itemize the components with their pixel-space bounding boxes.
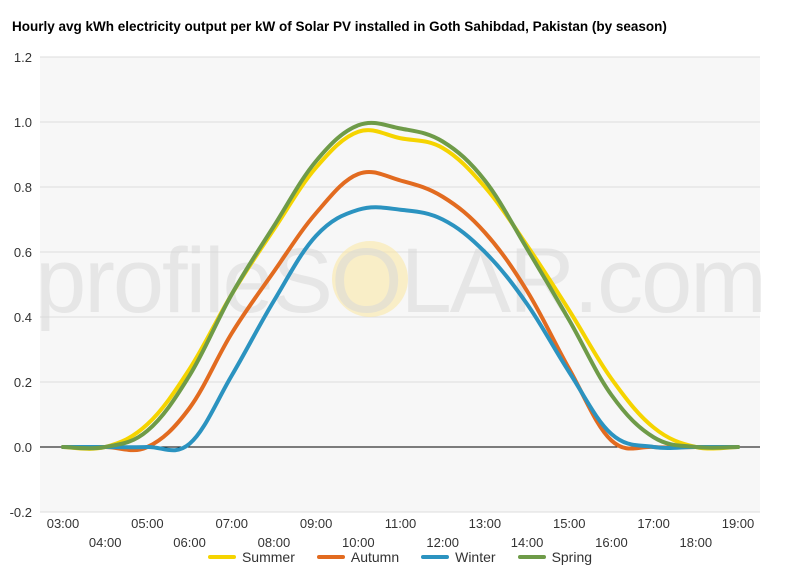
x-tick-label: 17:00 — [637, 516, 670, 531]
watermark-text: profileSOLAR.com — [35, 230, 765, 332]
series-line-spring — [61, 120, 740, 451]
y-tick-label: 1.2 — [14, 50, 32, 65]
x-tick-label: 11:00 — [385, 516, 417, 531]
x-tick-label: 19:00 — [722, 516, 755, 531]
series-line-autumn — [61, 169, 740, 453]
y-tick-label: 0.6 — [14, 245, 32, 260]
legend-label: Spring — [551, 549, 593, 565]
chart-legend: Summer Autumn Winter Spring — [0, 549, 800, 565]
legend-item-autumn[interactable]: Autumn — [316, 549, 400, 565]
x-tick-label: 16:00 — [595, 535, 628, 550]
legend-item-spring[interactable]: Spring — [517, 549, 593, 565]
series-line-summer — [61, 128, 740, 451]
legend-label: Summer — [241, 549, 295, 565]
x-tick-label: 09:00 — [300, 516, 333, 531]
y-tick-label: 0.8 — [14, 180, 32, 195]
x-tick-label: 15:00 — [553, 516, 586, 531]
legend-label: Autumn — [350, 549, 400, 565]
x-tick-label: 14:00 — [511, 535, 544, 550]
y-tick-label: 1.0 — [14, 115, 32, 130]
x-tick-label: 13:00 — [469, 516, 502, 531]
x-tick-label: 03:00 — [47, 516, 80, 531]
chart-title: Hourly avg kWh electricity output per kW… — [12, 19, 667, 34]
x-tick-label: 10:00 — [342, 535, 375, 550]
legend-swatch — [517, 555, 546, 559]
y-tick-label: 0.0 — [14, 440, 32, 455]
y-tick-label: 0.4 — [14, 310, 32, 325]
y-tick-label: -0.2 — [10, 505, 32, 520]
x-tick-label: 06:00 — [173, 535, 206, 550]
x-tick-label: 05:00 — [131, 516, 164, 531]
series-line-winter — [61, 205, 740, 453]
legend-swatch — [421, 555, 450, 559]
legend-swatch — [316, 555, 345, 559]
legend-item-winter[interactable]: Winter — [421, 549, 496, 565]
x-tick-label: 08:00 — [258, 535, 291, 550]
watermark-sun — [332, 241, 408, 317]
legend-swatch — [207, 555, 236, 559]
x-tick-label: 12:00 — [426, 535, 459, 550]
x-tick-label: 04:00 — [89, 535, 122, 550]
legend-label: Winter — [455, 549, 496, 565]
x-tick-label: 07:00 — [215, 516, 248, 531]
legend-item-summer[interactable]: Summer — [207, 549, 295, 565]
x-tick-label: 18:00 — [680, 535, 713, 550]
y-tick-label: 0.2 — [14, 375, 32, 390]
